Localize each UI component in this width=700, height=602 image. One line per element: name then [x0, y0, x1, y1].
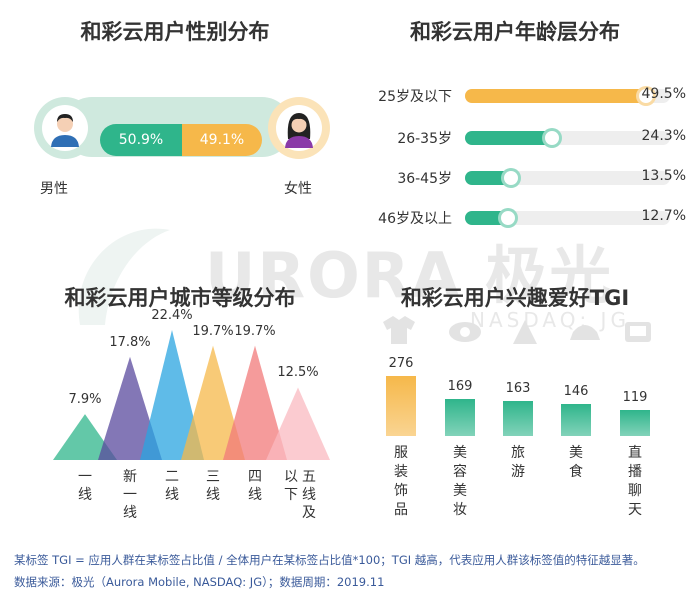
city-value: 7.9% — [68, 392, 102, 408]
age-label: 36-45岁 — [397, 171, 452, 187]
city-triangle — [53, 414, 117, 460]
tgi-value: 146 — [563, 384, 589, 400]
tgi-bar — [620, 410, 650, 436]
tgi-bar — [561, 404, 591, 436]
city-label: 三线 — [206, 469, 220, 503]
age-track — [465, 208, 670, 228]
food-icon — [570, 325, 600, 340]
age-value: 24.3% — [641, 128, 686, 144]
city-value: 12.5% — [277, 365, 319, 381]
city-triangle — [181, 345, 245, 460]
age-value: 49.5% — [641, 86, 686, 102]
age-track — [465, 168, 670, 188]
tgi-label: 美容美妆 — [453, 445, 467, 518]
city-label: 新一线 — [123, 469, 137, 521]
tgi-footnote: 某标签 TGI = 应用人群在某标签占比值 / 全体用户在某标签占比值*100；… — [14, 553, 645, 567]
age-value: 13.5% — [641, 168, 686, 184]
watermark-swoosh — [78, 228, 170, 325]
age-title: 和彩云用户年龄层分布 — [410, 20, 620, 44]
male-label: 男性 — [40, 181, 68, 197]
male-icon — [51, 114, 79, 147]
male-bar: 50.9% — [100, 124, 182, 156]
age-label: 25岁及以下 — [378, 89, 452, 105]
city-value: 19.7% — [192, 323, 234, 339]
tgi-value: 169 — [447, 379, 473, 395]
age-knob — [501, 168, 522, 188]
city-label: 二线 — [165, 469, 179, 503]
gender-title: 和彩云用户性别分布 — [80, 20, 270, 44]
male-avatar — [34, 97, 96, 159]
age-knob — [498, 208, 519, 228]
city-triangle — [140, 330, 204, 460]
age-bar — [465, 89, 650, 103]
city-triangle — [223, 345, 287, 460]
tgi-value: 163 — [505, 380, 531, 396]
age-bar — [465, 131, 556, 145]
female-avatar — [268, 97, 330, 159]
female-icon — [285, 113, 313, 148]
city-triangle — [266, 387, 330, 460]
tgi-value: 119 — [622, 390, 648, 406]
watermark-brand: URORA 极光 — [205, 239, 614, 312]
age-track — [465, 86, 670, 106]
clothing-icon — [383, 316, 415, 344]
tgi-label: 旅游 — [511, 445, 525, 480]
travel-icon — [513, 320, 537, 344]
city-label: 一线 — [78, 469, 92, 503]
age-track — [465, 128, 670, 148]
city-chart — [53, 330, 330, 460]
tgi-icons-row — [383, 316, 651, 344]
tgi-bar — [445, 399, 475, 436]
city-label: 四线 — [248, 469, 262, 503]
tgi-value: 276 — [388, 356, 414, 371]
age-value: 12.7% — [641, 208, 686, 224]
tgi-title: 和彩云用户兴趣爱好TGI — [400, 286, 630, 310]
tgi-label: 直播聊天 — [628, 445, 642, 518]
tgi-bar — [386, 376, 416, 436]
data-source: 数据来源：极光（Aurora Mobile, NASDAQ: JG）；数据周期：… — [14, 575, 385, 589]
tgi-bar — [503, 400, 533, 436]
city-triangle — [98, 356, 162, 460]
city-value: 19.7% — [234, 323, 276, 339]
tgi-label: 美食 — [569, 445, 583, 480]
city-title: 和彩云用户城市等级分布 — [64, 286, 296, 310]
watermark-sub: NASDAQ: JG — [470, 308, 630, 332]
city-label: 五线及 — [302, 469, 316, 521]
age-label: 46岁及以上 — [378, 211, 452, 227]
tgi-label: 服装饰品 — [394, 445, 408, 518]
city-value: 17.8% — [109, 334, 151, 350]
female-bar: 49.1% — [182, 124, 262, 156]
female-label: 女性 — [284, 181, 312, 197]
city-value: 22.4% — [151, 308, 193, 323]
age-knob — [635, 86, 656, 106]
age-label: 26-35岁 — [397, 131, 452, 147]
age-knob — [541, 128, 562, 148]
city-label: 以下 — [284, 469, 298, 503]
